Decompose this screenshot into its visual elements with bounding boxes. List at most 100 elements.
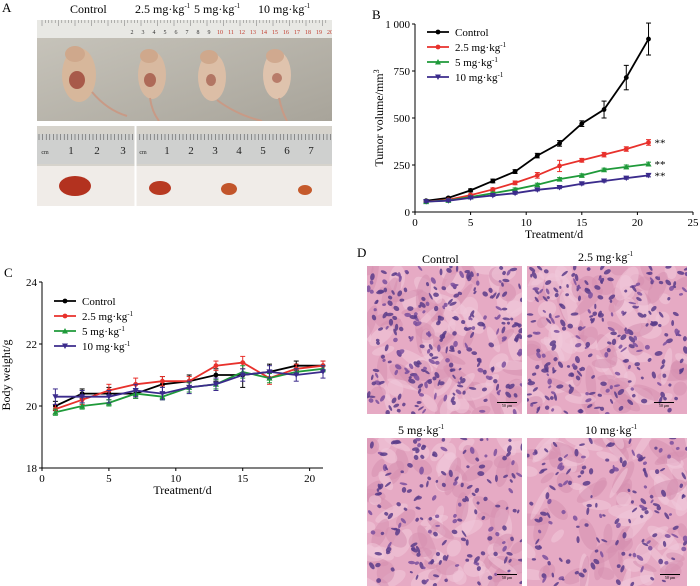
cell-nucleus bbox=[577, 475, 582, 478]
cell-nucleus bbox=[636, 555, 644, 561]
cell-nucleus bbox=[503, 556, 508, 564]
cell-nucleus bbox=[619, 456, 623, 464]
panel-a-letter: A bbox=[2, 0, 12, 15]
cell-nucleus bbox=[567, 323, 573, 329]
cell-nucleus bbox=[607, 341, 612, 345]
data-point bbox=[512, 169, 518, 174]
cell-nucleus bbox=[392, 315, 398, 321]
cell-nucleus bbox=[647, 357, 652, 362]
legend-label: 5 mg·kg-1 bbox=[455, 56, 498, 69]
y-tick-label: 500 bbox=[394, 113, 411, 125]
cell-nucleus bbox=[644, 344, 650, 350]
cell-nucleus bbox=[488, 342, 495, 348]
cell-nucleus bbox=[620, 347, 627, 353]
cell-nucleus bbox=[644, 510, 649, 515]
cell-nucleus bbox=[427, 379, 433, 385]
ruler-number: cm bbox=[41, 150, 49, 156]
cell-nucleus bbox=[607, 442, 615, 448]
cell-nucleus bbox=[588, 292, 593, 299]
cell-nucleus bbox=[648, 310, 652, 315]
cell-nucleus bbox=[669, 440, 674, 445]
cell-nucleus bbox=[375, 299, 379, 305]
tissue-fiber bbox=[647, 525, 680, 551]
legend-superscript: -1 bbox=[124, 340, 130, 348]
cell-nucleus bbox=[661, 489, 667, 497]
tissue-fiber bbox=[427, 517, 454, 540]
ruler-number: 20 bbox=[327, 30, 332, 36]
cell-nucleus bbox=[640, 565, 644, 573]
data-point bbox=[623, 175, 630, 182]
cell-nucleus bbox=[456, 384, 464, 388]
cell-nucleus bbox=[600, 381, 607, 386]
cell-nucleus bbox=[634, 362, 640, 367]
cell-nucleus bbox=[527, 398, 530, 402]
cell-nucleus bbox=[609, 299, 613, 303]
cell-nucleus bbox=[505, 383, 510, 389]
cell-nucleus bbox=[575, 356, 580, 364]
cell-nucleus bbox=[652, 503, 661, 507]
cell-nucleus bbox=[568, 386, 574, 394]
tissue-fiber bbox=[632, 438, 655, 460]
cell-nucleus bbox=[448, 362, 454, 368]
cell-nucleus bbox=[599, 551, 604, 558]
cell-nucleus bbox=[566, 284, 569, 288]
scale-bar-5: 50 μm bbox=[497, 574, 517, 580]
cell-nucleus bbox=[451, 529, 458, 535]
cell-nucleus bbox=[665, 279, 672, 286]
cell-nucleus bbox=[507, 445, 512, 453]
data-point bbox=[579, 157, 585, 163]
cell-nucleus bbox=[393, 403, 400, 408]
cell-nucleus bbox=[595, 502, 598, 508]
cell-nucleus bbox=[508, 438, 512, 442]
tissue-fiber bbox=[489, 393, 507, 414]
cell-nucleus bbox=[518, 283, 521, 290]
cell-nucleus bbox=[428, 358, 436, 365]
tissue-fiber bbox=[395, 448, 409, 474]
cell-nucleus bbox=[491, 292, 497, 299]
y-tick-label: 18 bbox=[26, 463, 38, 475]
cell-nucleus bbox=[631, 507, 638, 513]
ruler-number: 2 bbox=[188, 145, 194, 157]
cell-nucleus bbox=[512, 408, 517, 414]
cell-nucleus bbox=[428, 344, 433, 350]
cell-nucleus bbox=[609, 385, 613, 390]
ruler-number: 16 bbox=[283, 30, 289, 36]
cell-nucleus bbox=[416, 400, 422, 404]
cell-nucleus bbox=[590, 562, 596, 570]
cell-nucleus bbox=[560, 319, 566, 327]
cell-nucleus bbox=[394, 323, 399, 331]
tissue-fiber bbox=[648, 479, 687, 498]
cell-nucleus bbox=[446, 267, 452, 273]
tissue-fiber bbox=[596, 451, 619, 462]
cell-nucleus bbox=[660, 364, 665, 370]
cell-nucleus bbox=[422, 566, 426, 570]
cell-nucleus bbox=[478, 464, 486, 469]
cell-nucleus bbox=[435, 514, 440, 519]
cell-nucleus bbox=[527, 313, 534, 316]
cell-nucleus bbox=[514, 334, 519, 342]
cell-nucleus bbox=[622, 311, 627, 316]
cell-nucleus bbox=[375, 399, 380, 405]
cell-nucleus bbox=[546, 373, 549, 377]
cell-nucleus bbox=[393, 328, 397, 336]
tissue-fiber bbox=[655, 311, 670, 327]
cell-nucleus bbox=[622, 532, 627, 539]
ruler-number: 11 bbox=[228, 30, 234, 36]
cell-nucleus bbox=[683, 540, 687, 546]
tissue-fiber bbox=[496, 288, 509, 322]
cell-nucleus bbox=[512, 508, 517, 513]
cell-nucleus bbox=[463, 326, 468, 331]
cell-nucleus bbox=[417, 388, 422, 394]
cell-nucleus bbox=[440, 470, 447, 476]
cell-nucleus bbox=[493, 379, 498, 384]
cell-nucleus bbox=[681, 493, 685, 500]
cell-nucleus bbox=[427, 330, 431, 338]
cell-nucleus bbox=[664, 534, 671, 538]
cell-nucleus bbox=[505, 391, 512, 398]
ruler-number: 7 bbox=[308, 145, 314, 157]
cell-nucleus bbox=[501, 321, 506, 325]
tissue-fiber bbox=[371, 459, 385, 478]
cell-nucleus bbox=[577, 409, 584, 414]
cell-nucleus bbox=[403, 287, 408, 293]
cell-nucleus bbox=[409, 571, 413, 574]
